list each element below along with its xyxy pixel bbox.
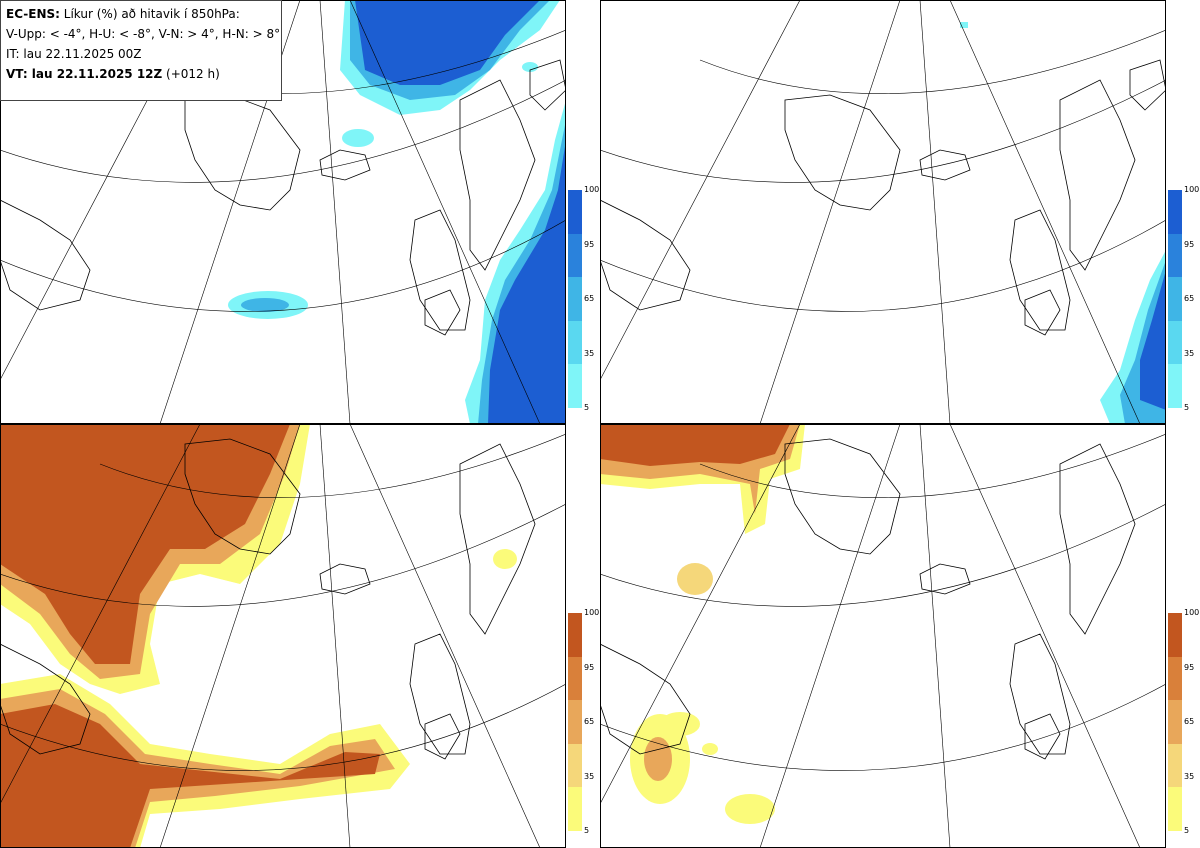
coastlines xyxy=(600,59,1166,336)
map-v-upp xyxy=(0,0,566,424)
colorbar-segment xyxy=(1168,233,1182,278)
graticule xyxy=(0,424,566,848)
map-v-n xyxy=(0,424,566,848)
map-h-u xyxy=(600,0,1166,424)
colorbar-tick-label: 35 xyxy=(1184,771,1195,781)
probability-field xyxy=(0,424,517,848)
colorbar-segment xyxy=(568,233,582,278)
colorbar-tick-label: 100 xyxy=(1184,185,1200,194)
colorbar-segment xyxy=(1168,320,1182,365)
info-box: EC-ENS: Líkur (%) að hitavik í 850hPa: V… xyxy=(0,0,282,101)
colorbar-segment xyxy=(1168,190,1182,234)
colorbar-tick-label: 95 xyxy=(584,239,595,249)
colorbar-segment xyxy=(568,320,582,365)
colorbar-tick-label: 95 xyxy=(1184,662,1195,672)
colorbar-tick-label: 5 xyxy=(584,826,590,835)
colorbar-tick-label: 5 xyxy=(1184,826,1190,835)
colorbar-segment xyxy=(568,190,582,234)
graticule xyxy=(600,0,1166,424)
valid-time-line: VT: lau 22.11.2025 12Z (+012 h) xyxy=(6,64,276,84)
colorbar-segment xyxy=(1168,364,1182,408)
colorbar-tick-label: 5 xyxy=(1184,403,1190,412)
coastlines xyxy=(600,438,1136,760)
map-panel-v-n xyxy=(0,424,566,848)
valid-time: VT: lau 22.11.2025 12Z xyxy=(6,67,163,81)
map-h-n xyxy=(600,424,1166,848)
title-text: Líkur (%) að hitavik í 850hPa: xyxy=(63,7,240,21)
initial-time: IT: lau 22.11.2025 00Z xyxy=(6,47,142,61)
colorbar-segment xyxy=(568,743,582,788)
colorbar-tick-label: 100 xyxy=(584,185,600,194)
title-line: EC-ENS: Líkur (%) að hitavik í 850hPa: xyxy=(6,4,276,24)
colorbar-segment xyxy=(568,364,582,408)
probability-field xyxy=(228,0,566,424)
colorbar-segment xyxy=(568,277,582,321)
colorbar-tick-label: 65 xyxy=(1184,717,1195,726)
colorbar-tick-label: 35 xyxy=(1184,348,1195,358)
probability-field xyxy=(600,424,805,824)
colorbar-tick-label: 100 xyxy=(584,608,600,617)
colorbar-segment xyxy=(568,656,582,701)
colorbar-segment xyxy=(1168,656,1182,701)
colorbar-segment xyxy=(1168,743,1182,788)
colorbar-tick-label: 5 xyxy=(584,403,590,412)
colorbar-tick-label: 100 xyxy=(1184,608,1200,617)
colorbar-warm-left: 100 95 65 35 5 xyxy=(568,609,599,835)
colorbar-tick-label: 65 xyxy=(584,717,595,726)
model-name: EC-ENS: xyxy=(6,7,60,21)
colorbar-segment xyxy=(1168,277,1182,321)
colorbar-tick-label: 95 xyxy=(584,662,595,672)
colorbar-cold-right: 100 95 65 35 5 xyxy=(1168,186,1199,412)
lead-time: (+012 h) xyxy=(166,67,220,81)
graticule xyxy=(600,424,1166,848)
colorbar-segment xyxy=(568,613,582,657)
colorbar-tick-label: 65 xyxy=(1184,294,1195,303)
thresholds-line: V-Upp: < -4°, H-U: < -8°, V-N: > 4°, H-N… xyxy=(6,27,281,41)
colorbar-segment xyxy=(568,700,582,744)
map-panel-h-u xyxy=(600,0,1166,424)
colorbar-warm-right: 100 95 65 35 5 xyxy=(1168,609,1199,835)
colorbar-segment xyxy=(1168,700,1182,744)
colorbar-segment xyxy=(1168,787,1182,831)
colorbar-segment xyxy=(1168,613,1182,657)
coastlines xyxy=(0,438,536,760)
probability-field xyxy=(960,22,1166,424)
colorbar-cold-left: 100 95 65 35 5 xyxy=(568,186,599,412)
colorbar-tick-label: 35 xyxy=(584,348,595,358)
map-panel-v-upp xyxy=(0,0,566,424)
colorbar-segment xyxy=(568,787,582,831)
colorbar-tick-label: 65 xyxy=(584,294,595,303)
coastlines xyxy=(0,59,566,336)
map-panel-h-n xyxy=(600,424,1166,848)
colorbar-tick-label: 35 xyxy=(584,771,595,781)
colorbar-tick-label: 95 xyxy=(1184,239,1195,249)
